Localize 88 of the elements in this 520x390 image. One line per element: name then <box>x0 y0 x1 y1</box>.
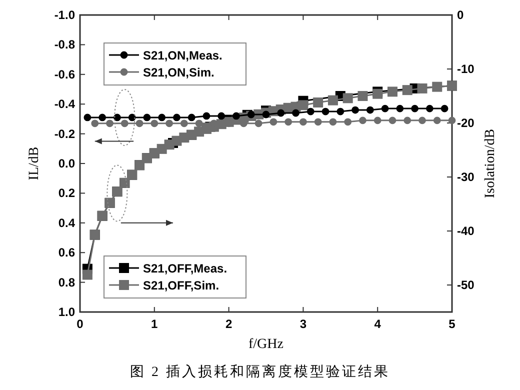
point <box>418 116 426 124</box>
point <box>342 93 353 104</box>
point <box>433 116 441 124</box>
point <box>195 120 203 128</box>
point <box>358 91 368 101</box>
point <box>114 114 121 122</box>
point <box>336 108 344 116</box>
y2-tick-label: -20 <box>457 116 475 130</box>
y2-tick-label: -30 <box>457 170 475 184</box>
x-tick-label: 3 <box>300 317 307 331</box>
point <box>98 114 106 122</box>
y-tick-label: -0.2 <box>54 126 76 141</box>
point <box>277 109 285 117</box>
y-axis-title: IL/dB <box>27 146 42 180</box>
y-tick-label: 0.4 <box>58 216 76 230</box>
point <box>300 118 307 126</box>
y-tick-label: 0.8 <box>58 275 76 290</box>
point <box>387 86 398 97</box>
point <box>166 120 173 128</box>
y2-axis-title: Isolation/dB <box>483 128 498 198</box>
x-tick-label: 1 <box>151 317 158 331</box>
point <box>344 118 352 126</box>
point <box>158 114 166 122</box>
point <box>84 114 92 122</box>
x-axis-title: f/GHz <box>248 337 284 352</box>
point <box>173 114 180 122</box>
x-tick-label: 5 <box>448 317 456 331</box>
point <box>180 120 188 128</box>
point <box>262 110 270 118</box>
point <box>402 85 412 96</box>
point <box>388 116 396 124</box>
y-tick-label: 0.6 <box>58 246 76 260</box>
point <box>270 118 278 126</box>
point <box>188 114 196 122</box>
point <box>106 120 114 128</box>
legend-label: S21,OFF,Sim. <box>143 278 220 292</box>
point <box>128 114 136 122</box>
point <box>136 120 144 128</box>
y2-tick-label: -10 <box>457 62 475 76</box>
point <box>218 112 226 120</box>
x-tick-label: 0 <box>76 317 84 331</box>
point <box>440 104 448 112</box>
point <box>82 270 92 280</box>
point <box>374 116 382 124</box>
point <box>143 114 151 122</box>
y2-tick-label: -50 <box>457 278 475 292</box>
y2-tick-label: 0 <box>457 8 464 22</box>
point <box>328 95 338 106</box>
legend-label: S21,ON,Sim. <box>143 66 214 80</box>
point <box>426 104 434 112</box>
point <box>381 104 389 112</box>
point <box>448 116 456 124</box>
point <box>232 112 240 120</box>
point <box>292 109 300 117</box>
point <box>202 112 210 120</box>
point <box>314 118 322 126</box>
point <box>284 118 292 126</box>
caption: 图 2 插入损耗和隔离度模型验证结果 <box>130 364 390 380</box>
point <box>366 106 374 114</box>
y-tick-label: -0.4 <box>54 97 76 112</box>
point <box>404 116 412 124</box>
point <box>306 108 314 116</box>
y-tick-label: 1.0 <box>58 305 76 319</box>
y-tick-label: 0.2 <box>58 186 76 200</box>
y-tick-label: -0.8 <box>54 38 76 52</box>
point <box>322 108 330 116</box>
point <box>396 104 404 112</box>
point <box>254 120 262 128</box>
point <box>247 110 255 118</box>
point <box>91 120 99 128</box>
legend-label: S21,OFF,Meas. <box>143 262 228 276</box>
point <box>417 83 428 94</box>
x-tick-label: 4 <box>374 317 382 331</box>
point <box>411 104 418 112</box>
point <box>313 97 324 108</box>
y-tick-label: -1.0 <box>54 8 76 22</box>
point <box>352 106 359 114</box>
y-tick-label: 0.0 <box>58 156 76 170</box>
x-tick-label: 2 <box>225 317 232 331</box>
y-tick-label: -0.6 <box>54 67 76 82</box>
point <box>432 82 442 92</box>
point <box>150 120 158 128</box>
legend-label: S21,ON,Meas. <box>143 48 222 62</box>
point <box>298 100 308 110</box>
point <box>359 116 366 124</box>
point <box>329 118 337 126</box>
y2-tick-label: -40 <box>457 224 475 238</box>
point <box>120 120 128 128</box>
